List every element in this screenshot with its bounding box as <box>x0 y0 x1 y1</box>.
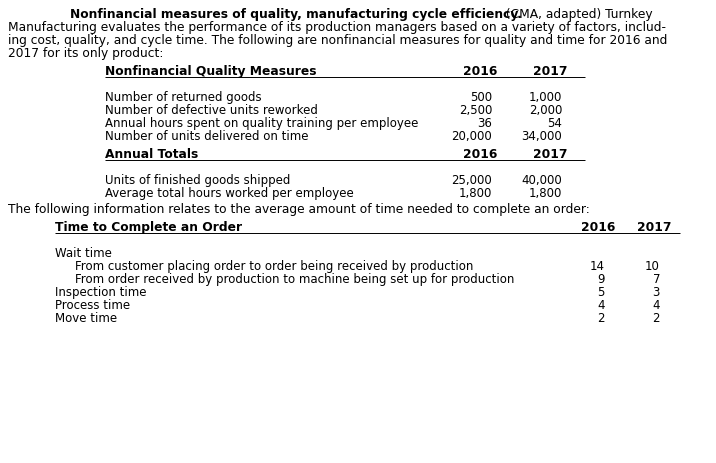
Text: 14: 14 <box>590 259 605 272</box>
Text: 2017: 2017 <box>533 65 567 78</box>
Text: 2,000: 2,000 <box>528 104 562 117</box>
Text: 7: 7 <box>652 272 660 285</box>
Text: Time to Complete an Order: Time to Complete an Order <box>55 220 242 233</box>
Text: Average total hours worked per employee: Average total hours worked per employee <box>105 187 354 200</box>
Text: 25,000: 25,000 <box>451 174 492 187</box>
Text: 4: 4 <box>652 298 660 311</box>
Text: 1,800: 1,800 <box>459 187 492 200</box>
Text: Manufacturing evaluates the performance of its production managers based on a va: Manufacturing evaluates the performance … <box>8 21 666 34</box>
Text: 500: 500 <box>470 91 492 104</box>
Text: 54: 54 <box>547 117 562 130</box>
Text: 2: 2 <box>597 311 605 324</box>
Text: 2: 2 <box>652 311 660 324</box>
Text: Nonfinancial Quality Measures: Nonfinancial Quality Measures <box>105 65 316 78</box>
Text: 36: 36 <box>477 117 492 130</box>
Text: 2017 for its only product:: 2017 for its only product: <box>8 47 163 60</box>
Text: Annual hours spent on quality training per employee: Annual hours spent on quality training p… <box>105 117 418 130</box>
Text: 2016: 2016 <box>581 220 615 233</box>
Text: Move time: Move time <box>55 311 117 324</box>
Text: Units of finished goods shipped: Units of finished goods shipped <box>105 174 291 187</box>
Text: 2017: 2017 <box>533 148 567 161</box>
Text: Process time: Process time <box>55 298 130 311</box>
Text: 2016: 2016 <box>463 148 497 161</box>
Text: 34,000: 34,000 <box>521 130 562 143</box>
Text: Wait time: Wait time <box>55 246 112 259</box>
Text: 2016: 2016 <box>463 65 497 78</box>
Text: 3: 3 <box>652 285 660 298</box>
Text: 9: 9 <box>597 272 605 285</box>
Text: From order received by production to machine being set up for production: From order received by production to mac… <box>75 272 514 285</box>
Text: 4: 4 <box>597 298 605 311</box>
Text: 5: 5 <box>598 285 605 298</box>
Text: 2,500: 2,500 <box>459 104 492 117</box>
Text: Annual Totals: Annual Totals <box>105 148 198 161</box>
Text: The following information relates to the average amount of time needed to comple: The following information relates to the… <box>8 202 590 216</box>
Text: From customer placing order to order being received by production: From customer placing order to order bei… <box>75 259 473 272</box>
Text: 20,000: 20,000 <box>451 130 492 143</box>
Text: ing cost, quality, and cycle time. The following are nonfinancial measures for q: ing cost, quality, and cycle time. The f… <box>8 34 667 47</box>
Text: (CMA, adapted) Turnkey: (CMA, adapted) Turnkey <box>502 8 652 21</box>
Text: Number of returned goods: Number of returned goods <box>105 91 261 104</box>
Text: 10: 10 <box>645 259 660 272</box>
Text: 40,000: 40,000 <box>521 174 562 187</box>
Text: 1,000: 1,000 <box>528 91 562 104</box>
Text: 1,800: 1,800 <box>528 187 562 200</box>
Text: Number of units delivered on time: Number of units delivered on time <box>105 130 309 143</box>
Text: Nonfinancial measures of quality, manufacturing cycle efficiency.: Nonfinancial measures of quality, manufa… <box>70 8 522 21</box>
Text: 2017: 2017 <box>637 220 672 233</box>
Text: Inspection time: Inspection time <box>55 285 147 298</box>
Text: Number of defective units reworked: Number of defective units reworked <box>105 104 318 117</box>
